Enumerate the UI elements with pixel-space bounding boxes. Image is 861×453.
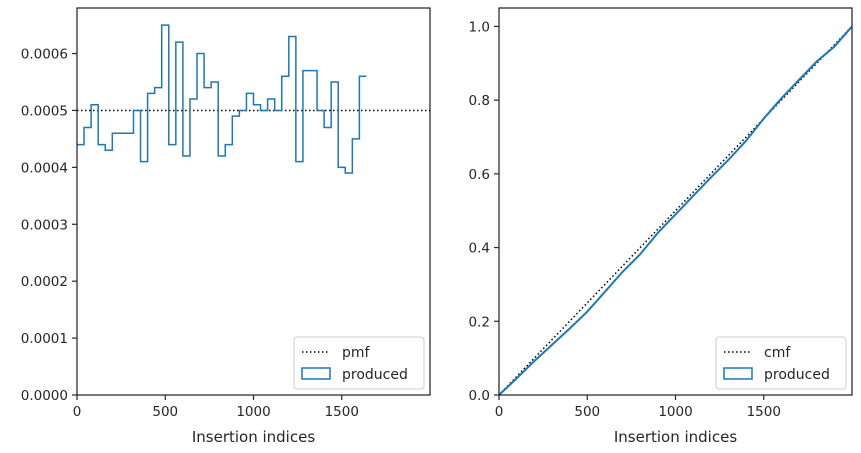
right-legend-box — [715, 336, 847, 390]
right-x-tick-label: 500 — [574, 404, 600, 420]
left-series-produced — [77, 24, 367, 174]
left-y-tick-label: 0.0003 — [21, 217, 68, 233]
left-x-ticks: 0 500 1000 1500 — [73, 395, 359, 420]
left-x-tick-label: 500 — [152, 404, 178, 420]
left-y-tick-label: 0.0005 — [21, 103, 68, 119]
left-legend-box — [293, 336, 425, 390]
left-x-tick-label: 1000 — [236, 404, 270, 420]
right-series-produced — [498, 25, 853, 396]
right-y-tick-label: 0.0 — [469, 388, 490, 404]
right-legend-produced-swatch — [723, 367, 753, 380]
left-legend-produced-swatch — [301, 367, 331, 380]
left-axes-frame — [76, 7, 431, 396]
right-legend-cmf-label: cmf — [764, 345, 791, 361]
right-axes-frame — [498, 7, 853, 396]
right-y-tick-label: 1.0 — [469, 19, 490, 35]
right-x-tick-label: 0 — [495, 404, 504, 420]
right-y-tick-label: 0.8 — [469, 93, 490, 109]
right-y-tick-label: 0.2 — [469, 314, 490, 330]
right-y-tick-label: 0.4 — [469, 241, 490, 257]
left-y-tick-label: 0.0006 — [21, 47, 68, 63]
right-series — [498, 25, 853, 396]
left-legend-produced-label: produced — [342, 367, 408, 383]
left-x-tick-label: 1500 — [325, 404, 359, 420]
left-legend: pmf produced — [293, 336, 425, 390]
right-legend-produced-label: produced — [764, 367, 830, 383]
left-x-axis-label: Insertion indices — [192, 428, 315, 446]
right-chart: 0 500 1000 1500 0.0 0.2 0.4 0.6 0.8 1.0 Insertio… — [469, 7, 853, 446]
right-x-axis-label: Insertion indices — [614, 428, 737, 446]
right-y-tick-label: 0.6 — [469, 167, 490, 183]
left-legend-pmf-label: pmf — [342, 345, 371, 361]
left-x-tick-label: 0 — [73, 404, 82, 420]
right-series-cmf — [498, 25, 853, 396]
right-x-tick-label: 1000 — [658, 404, 692, 420]
right-y-ticks: 0.0 0.2 0.4 0.6 0.8 1.0 — [469, 19, 499, 404]
right-x-ticks: 0 500 1000 1500 — [495, 395, 781, 420]
left-y-tick-label: 0.0004 — [21, 160, 68, 176]
left-y-tick-label: 0.0002 — [21, 274, 68, 290]
left-chart: 0 500 1000 1500 0.00000.00010.00020.00030.0… — [21, 7, 431, 446]
right-x-tick-label: 1500 — [747, 404, 781, 420]
left-y-ticks: 0.0000 0.0001 0.0002 0.0003 0.0004 0.0005 0.00… — [21, 47, 77, 404]
right-legend: cmf produced — [715, 336, 847, 390]
left-y-tick-label: 0.0000 — [21, 388, 68, 404]
left-series — [77, 24, 430, 174]
left-y-tick-label: 0.0001 — [21, 331, 68, 347]
